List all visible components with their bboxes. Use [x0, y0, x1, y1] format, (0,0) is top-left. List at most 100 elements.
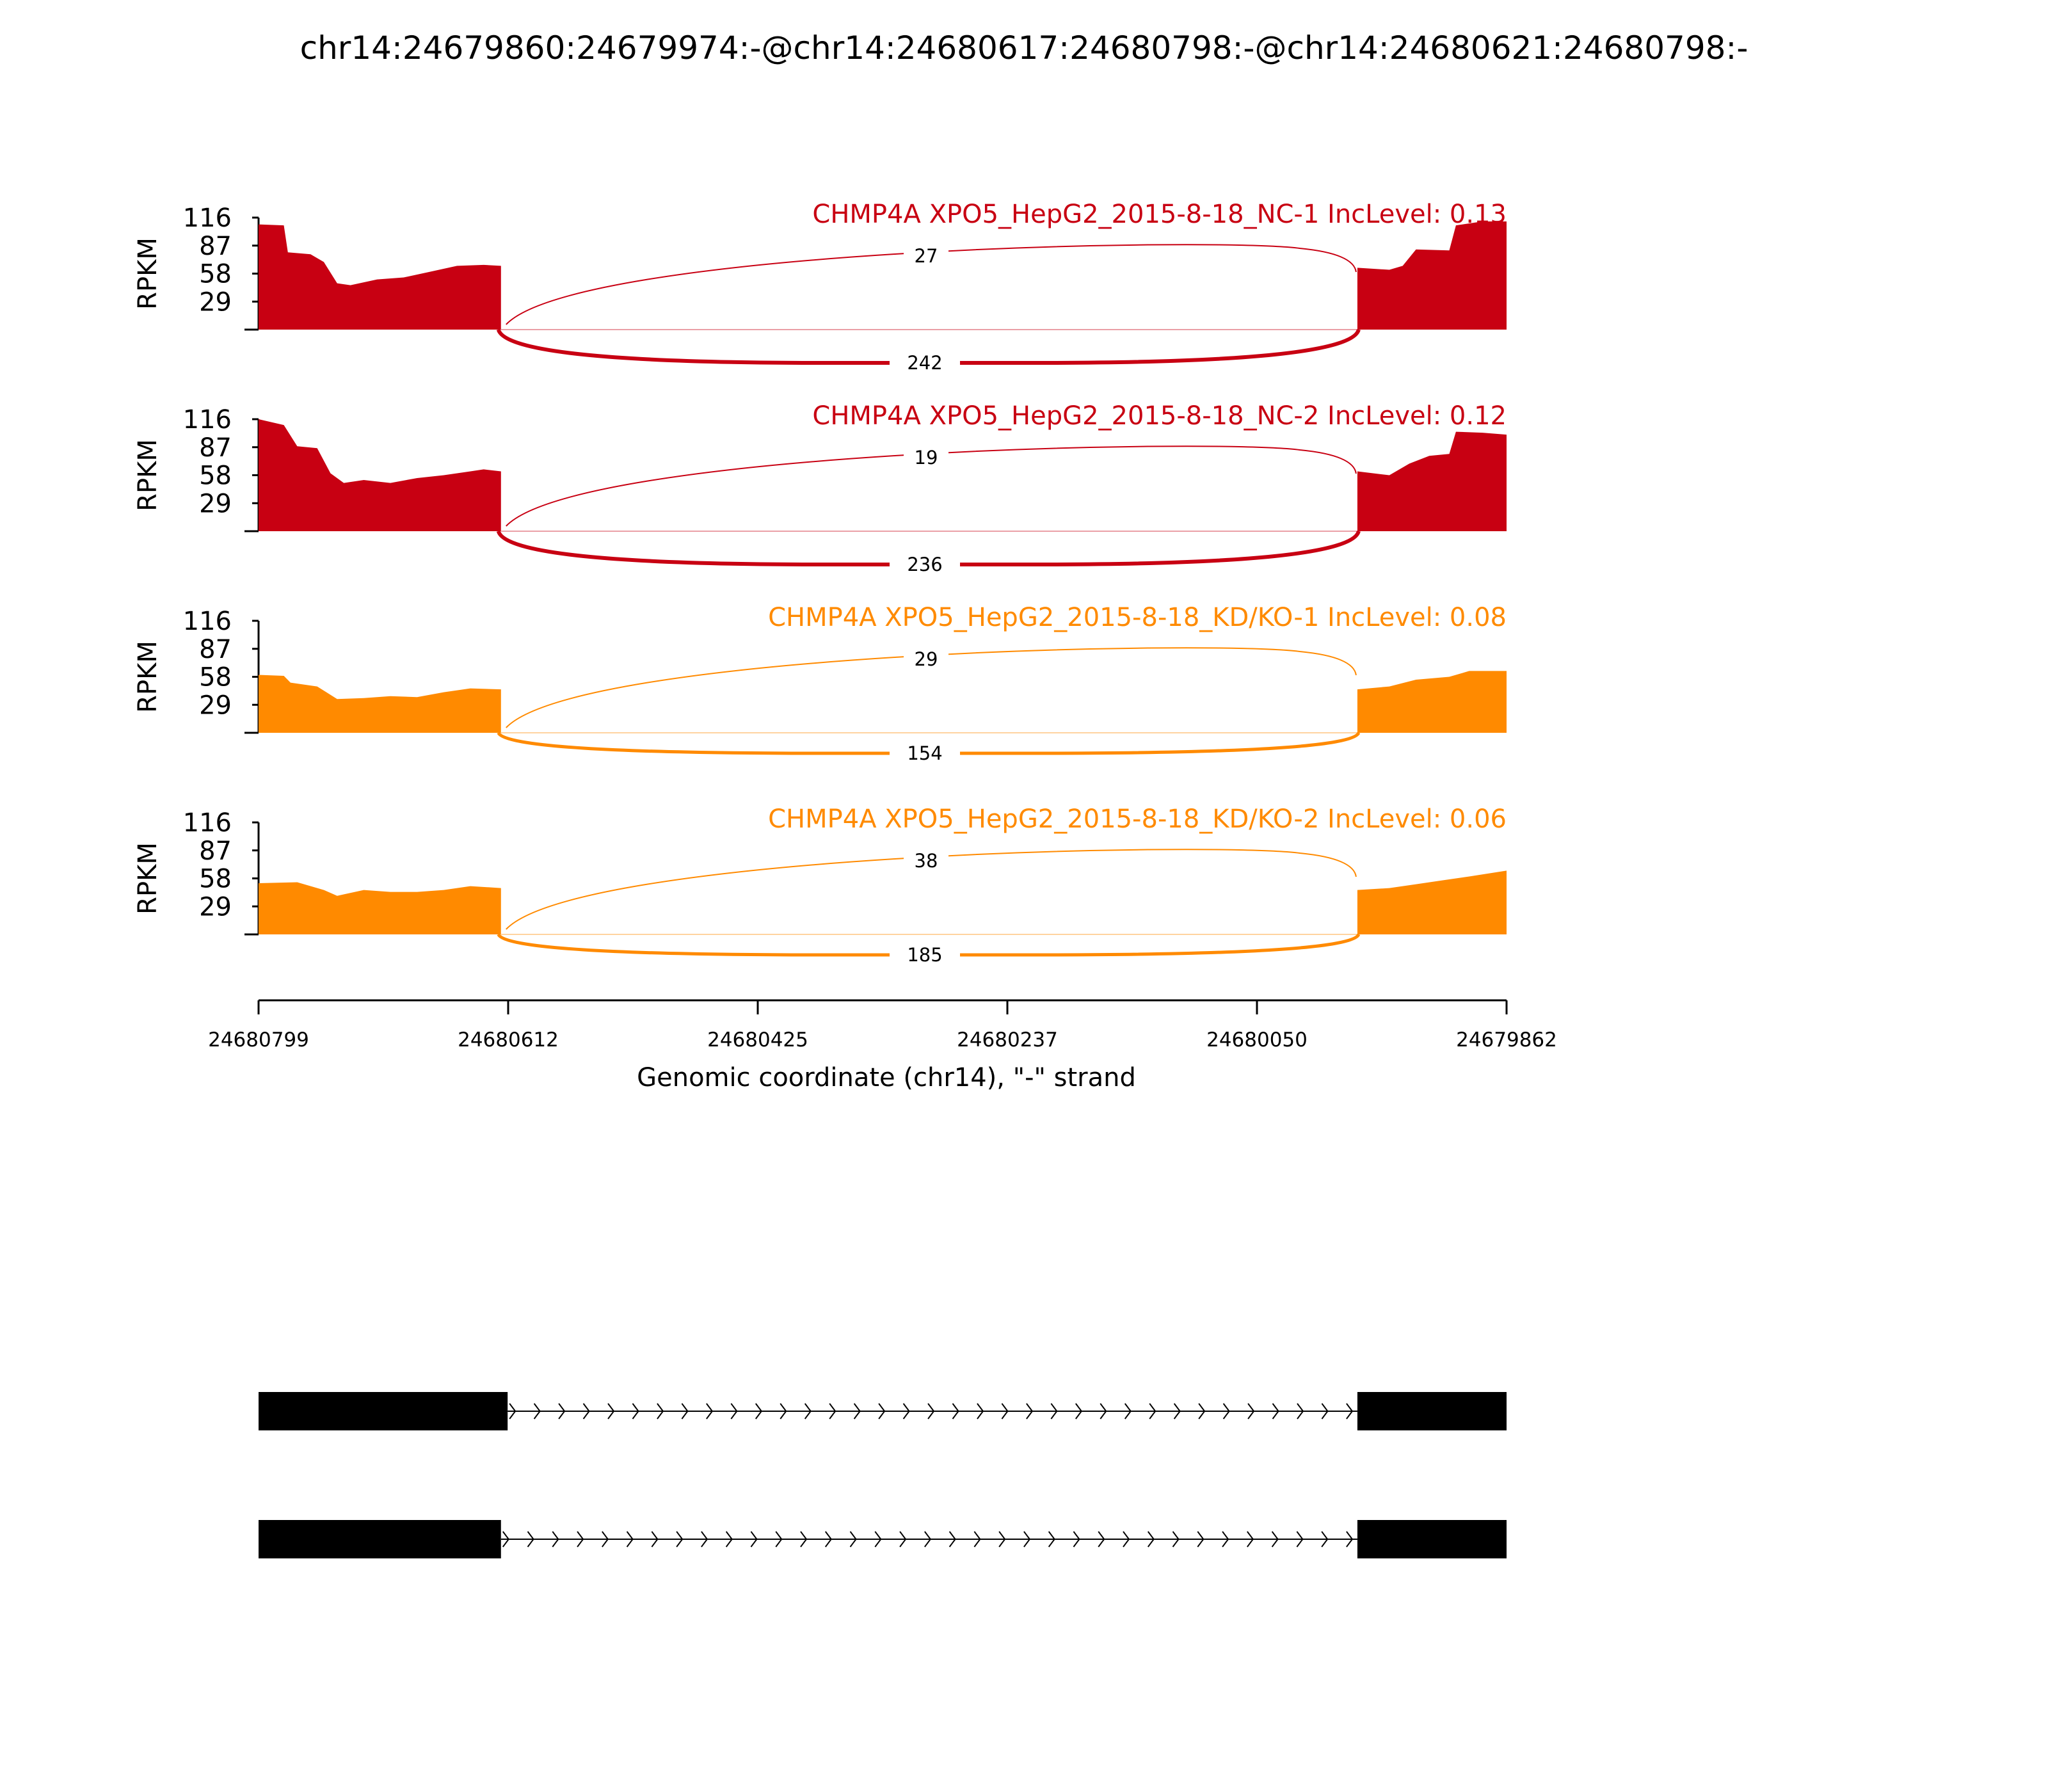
y-tick-label: 29	[199, 892, 232, 922]
x-axis-label: Genomic coordinate (chr14), "-" strand	[637, 1063, 1136, 1092]
strand-arrow	[924, 1531, 932, 1548]
skipping-label-bg	[890, 739, 960, 767]
inclusion-junction-count: 38	[915, 850, 938, 872]
strand-arrow	[1172, 1531, 1180, 1548]
exon-block	[1357, 1520, 1507, 1558]
strand-arrow	[977, 1403, 984, 1420]
sample-label: CHMP4A XPO5_HepG2_2015-8-18_KD/KO-2 IncL…	[768, 804, 1507, 834]
strand-arrow	[853, 1403, 861, 1420]
y-tick-label: 58	[199, 260, 232, 289]
y-tick-label: 29	[199, 691, 232, 720]
inclusion-label-bg	[904, 244, 948, 268]
coverage-area	[1357, 671, 1507, 733]
strand-arrow	[577, 1531, 584, 1548]
coverage-area	[259, 675, 501, 733]
x-tick-label: 24680237	[957, 1028, 1058, 1052]
strand-arrow	[1321, 1403, 1329, 1420]
strand-arrow	[651, 1531, 659, 1548]
coverage-area	[259, 224, 501, 330]
coverage-area	[259, 419, 501, 531]
strand-arrow	[676, 1531, 684, 1548]
strand-arrow	[1098, 1531, 1105, 1548]
y-tick-label: 116	[183, 405, 232, 435]
inclusion-junction-count: 29	[915, 648, 938, 670]
strand-arrow	[502, 1531, 510, 1548]
y-tick-label: 58	[199, 865, 232, 894]
strand-arrow	[1247, 1403, 1255, 1420]
strand-arrow	[582, 1403, 590, 1420]
skipping-junction-count: 185	[907, 944, 942, 966]
strand-arrow	[874, 1531, 882, 1548]
strand-arrow	[1124, 1403, 1132, 1420]
y-axis-label: RPKM	[133, 641, 163, 713]
exon-block	[1357, 1392, 1507, 1430]
strand-arrow	[800, 1531, 808, 1548]
strand-arrow	[1048, 1531, 1055, 1548]
transcript-models	[259, 1392, 1507, 1558]
strand-arrow	[1075, 1403, 1083, 1420]
inclusion-label-bg	[904, 849, 948, 872]
strand-arrow	[1050, 1403, 1058, 1420]
strand-arrow	[1247, 1531, 1254, 1548]
strand-arrow	[1222, 1403, 1230, 1420]
coverage-area	[1357, 221, 1507, 330]
y-tick-label: 116	[183, 204, 232, 233]
strand-arrow	[899, 1531, 907, 1548]
transcript-2	[259, 1520, 1507, 1558]
strand-arrow	[681, 1403, 689, 1420]
y-tick-label: 116	[183, 607, 232, 636]
inclusion-junction-arc	[506, 244, 1357, 325]
y-tick-label: 87	[199, 635, 232, 664]
y-axis-label: RPKM	[133, 842, 163, 915]
strand-arrow	[1173, 1403, 1181, 1420]
y-tick-label: 116	[183, 808, 232, 838]
strand-arrow	[1321, 1531, 1329, 1548]
strand-arrow	[927, 1403, 935, 1420]
strand-arrow	[533, 1403, 541, 1420]
strand-arrow	[849, 1531, 857, 1548]
strand-arrow	[632, 1403, 639, 1420]
inclusion-label-bg	[904, 446, 948, 469]
strand-arrow	[1023, 1531, 1031, 1548]
inclusion-junction-arc	[506, 849, 1357, 930]
y-axis-label: RPKM	[133, 439, 163, 511]
strand-arrow	[878, 1403, 886, 1420]
strand-arrow	[725, 1531, 733, 1548]
transcript-1	[259, 1392, 1507, 1430]
strand-arrow	[1001, 1403, 1009, 1420]
skipping-label-bg	[890, 941, 960, 969]
strand-arrow	[1222, 1531, 1229, 1548]
strand-arrow	[1123, 1531, 1130, 1548]
skipping-junction-count: 236	[907, 554, 942, 575]
strand-arrow	[1197, 1531, 1204, 1548]
inclusion-label-bg	[904, 648, 948, 671]
skipping-junction-count: 154	[907, 742, 942, 764]
y-tick-label: 58	[199, 663, 232, 692]
strand-arrow	[952, 1403, 959, 1420]
strand-arrow	[1346, 1531, 1354, 1548]
strand-arrow	[1149, 1403, 1156, 1420]
strand-arrow	[657, 1403, 664, 1420]
y-axis-label: RPKM	[133, 237, 163, 310]
strand-arrow	[527, 1531, 534, 1548]
strand-arrow	[1346, 1403, 1354, 1420]
y-tick-label: 87	[199, 836, 232, 866]
sample-label: CHMP4A XPO5_HepG2_2015-8-18_NC-2 IncLeve…	[812, 401, 1507, 431]
strand-arrow	[1271, 1531, 1279, 1548]
strand-arrow	[509, 1403, 516, 1420]
y-tick-label: 58	[199, 461, 232, 491]
strand-arrow	[602, 1531, 609, 1548]
y-tick-label: 87	[199, 232, 232, 261]
chart-title: chr14:24679860:24679974:-@chr14:24680617…	[300, 29, 1748, 67]
coverage-area	[1357, 870, 1507, 934]
strand-arrow	[973, 1531, 981, 1548]
strand-arrow	[780, 1403, 787, 1420]
strand-arrow	[804, 1403, 812, 1420]
exon-block	[259, 1392, 508, 1430]
strand-arrow	[706, 1403, 714, 1420]
strand-arrow	[607, 1403, 615, 1420]
strand-arrow	[1272, 1403, 1279, 1420]
